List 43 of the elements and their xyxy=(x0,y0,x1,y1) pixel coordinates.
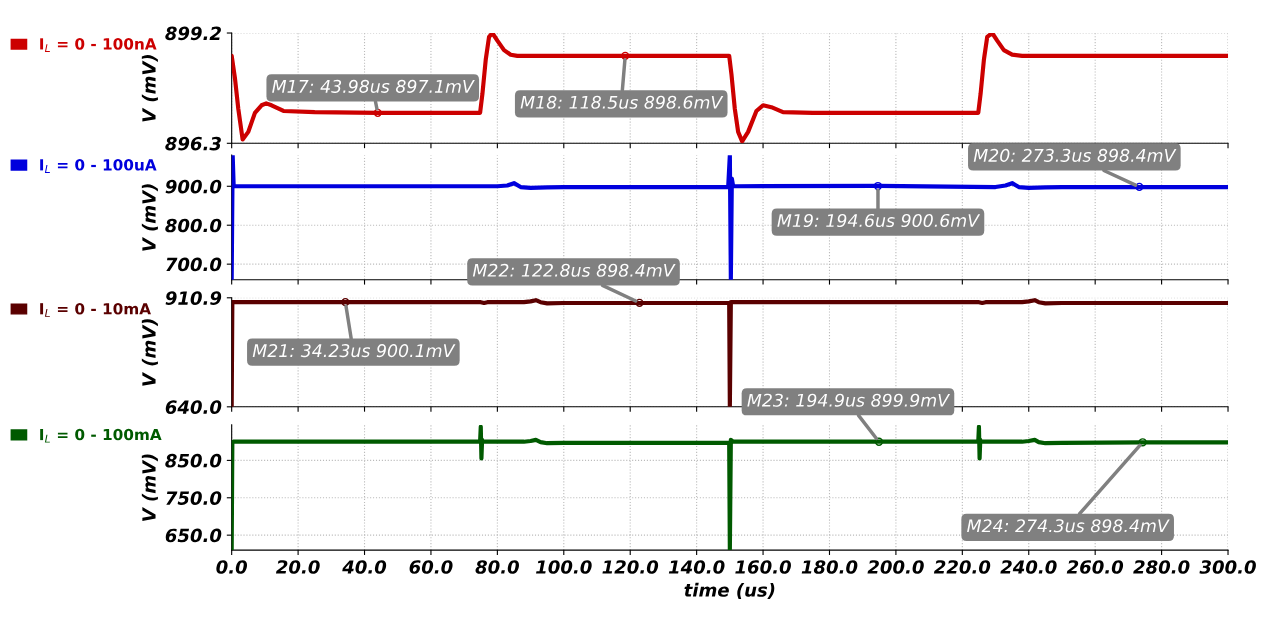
y-tick-label: 910.9 xyxy=(165,291,222,305)
y-axis-title: V (mV) xyxy=(141,319,158,386)
annotation: M23: 194.9us 899.9mV xyxy=(747,393,951,407)
y-axis-title: V (mV) xyxy=(141,184,158,251)
x-tick-label: 280.0 xyxy=(1133,560,1190,574)
legend-label: I$_{L}$ = 0 - 100mA xyxy=(40,428,162,443)
legend-label: I$_{L}$ = 0 - 100uA xyxy=(40,159,157,173)
y-tick-label: 850.0 xyxy=(165,453,222,468)
x-tick-label: 40.0 xyxy=(342,560,387,574)
x-tick-label: 260.0 xyxy=(1066,560,1124,574)
x-tick-label: 100.0 xyxy=(536,560,592,574)
y-tick-label: 750.0 xyxy=(166,491,222,505)
x-tick-label: 140.0 xyxy=(668,560,725,574)
x-tick-label: 300.0 xyxy=(1199,560,1256,574)
y-tick-label: 899.2 xyxy=(165,26,221,41)
x-tick-label: 60.0 xyxy=(409,560,453,574)
x-tick-label: 240.0 xyxy=(1000,560,1057,574)
x-tick-label: 160.0 xyxy=(735,560,791,574)
x-tick-label: 0.0 xyxy=(216,560,248,574)
annotation: M20: 273.3us 898.4mV xyxy=(973,148,1177,162)
annotation: M24: 274.3us 898.4mV xyxy=(967,519,1170,533)
x-tick-label: 20.0 xyxy=(275,560,320,574)
y-tick-label: 900.0 xyxy=(165,179,222,194)
y-tick-label: 700.0 xyxy=(166,257,222,272)
annotation: M21: 34.23us 900.1mV xyxy=(252,344,456,358)
legend-label: I$_{L}$ = 0 - 10mA xyxy=(40,302,151,317)
annotation: M19: 194.6us 900.6mV xyxy=(777,213,981,228)
annotation: M17: 43.98us 897.1mV xyxy=(272,79,475,93)
y-axis-title: V (mV) xyxy=(141,454,158,521)
x-tick-label: 80.0 xyxy=(475,560,519,574)
x-axis-title: time (us) xyxy=(684,582,775,599)
legend-label: I$_{L}$ = 0 - 100nA xyxy=(40,38,157,52)
x-tick-label: 200.0 xyxy=(867,560,924,574)
annotation: M22: 122.8us 898.4mV xyxy=(472,263,676,277)
y-tick-label: 800.0 xyxy=(165,218,222,233)
y-tick-label: 650.0 xyxy=(165,528,222,543)
y-axis-title: V (mV) xyxy=(141,55,158,122)
x-tick-label: 180.0 xyxy=(801,560,858,574)
x-tick-label: 120.0 xyxy=(602,560,659,574)
annotation: M18: 118.5us 898.6mV xyxy=(520,95,724,109)
x-tick-label: 220.0 xyxy=(933,560,991,574)
y-tick-label: 896.3 xyxy=(165,136,221,151)
y-tick-label: 640.0 xyxy=(165,400,222,414)
